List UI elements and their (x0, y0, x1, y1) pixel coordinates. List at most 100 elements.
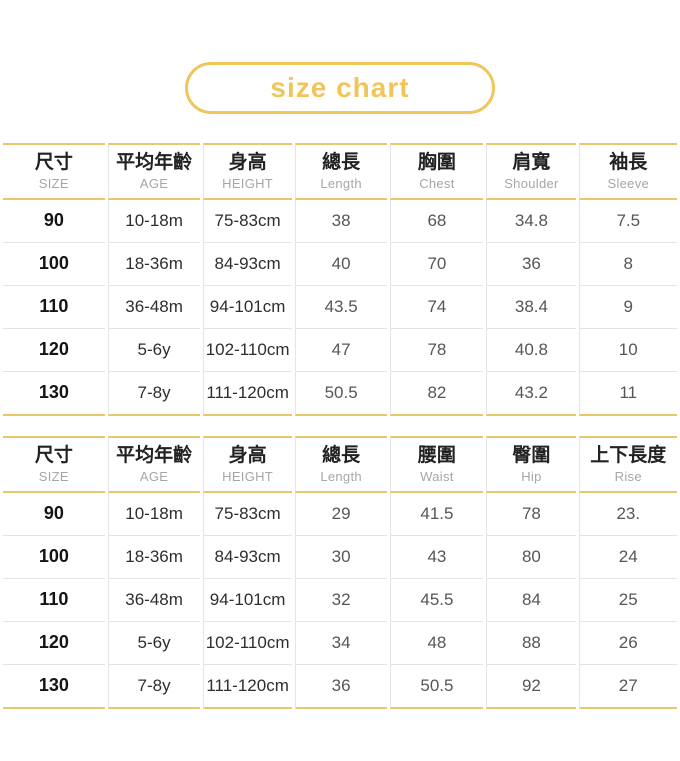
column-header-en: Rise (614, 468, 642, 484)
table-cell-height: 111-120cm (202, 371, 292, 416)
table-row-size-100: 100 18-36m 84-93cm 30 43 80 24 (3, 535, 677, 579)
column-header-zh: 袖長 (609, 152, 648, 173)
table-cell-chest: 70 (389, 242, 484, 286)
column-header-en: Shoulder (504, 175, 559, 191)
table-cell-shoulder: 38.4 (486, 285, 576, 329)
table-row-size-120: 120 5-6y 102-110cm 34 48 88 26 (3, 621, 677, 665)
table-cell-sleeve: 8 (578, 242, 677, 286)
table-cell-rise: 25 (578, 578, 677, 622)
table-cell-size: 110 (3, 579, 105, 622)
column-header-rise: 上下長度 Rise (578, 435, 677, 493)
page-title: size chart (270, 72, 410, 103)
size-chart-title-badge: size chart (185, 62, 495, 114)
column-header-length: 總長 Length (294, 143, 387, 200)
table-cell-height: 102-110cm (202, 621, 292, 665)
table-row-size-90: 90 10-18m 75-83cm 29 41.5 78 23. (3, 492, 677, 536)
table-cell-age: 10-18m (107, 492, 200, 536)
column-header-size: 尺寸 SIZE (3, 143, 105, 200)
table-cell-sleeve: 9 (578, 285, 677, 329)
table-cell-height: 102-110cm (202, 328, 292, 372)
table-row-size-130: 130 7-8y 111-120cm 50.5 82 43.2 11 (3, 371, 677, 416)
column-header-en: AGE (139, 468, 169, 484)
table-cell-rise: 26 (578, 621, 677, 665)
table-cell-length: 38 (294, 199, 387, 243)
table-cell-age: 18-36m (107, 242, 200, 286)
table-cell-size: 100 (3, 243, 105, 286)
column-header-length: 總長 Length (294, 435, 387, 493)
table-row-size-120: 120 5-6y 102-110cm 47 78 40.8 10 (3, 328, 677, 372)
column-header-waist: 腰圍 Waist (389, 435, 484, 493)
table-cell-height: 75-83cm (202, 492, 292, 536)
column-header-size: 尺寸 SIZE (3, 435, 105, 493)
column-header-en: Sleeve (607, 175, 650, 191)
table-cell-sleeve: 10 (578, 328, 677, 372)
table-cell-height: 111-120cm (202, 664, 292, 709)
table-cell-length: 32 (294, 578, 387, 622)
column-header-en: Length (320, 468, 362, 484)
table-cell-size: 120 (3, 329, 105, 372)
table-cell-length: 47 (294, 328, 387, 372)
table-row-size-100: 100 18-36m 84-93cm 40 70 36 8 (3, 242, 677, 286)
table-cell-height: 75-83cm (202, 199, 292, 243)
table-row-size-130: 130 7-8y 111-120cm 36 50.5 92 27 (3, 664, 677, 709)
column-header-zh: 臀圍 (512, 444, 551, 466)
column-header-zh: 胸圍 (417, 152, 456, 173)
table-cell-hip: 92 (486, 664, 576, 709)
table-cell-rise: 27 (578, 664, 677, 709)
column-header-en: HEIGHT (222, 175, 274, 191)
table-cell-waist: 43 (389, 535, 484, 579)
column-header-zh: 身高 (228, 152, 267, 173)
table-cell-length: 43.5 (294, 285, 387, 329)
table-cell-waist: 50.5 (389, 664, 484, 709)
column-header-en: Chest (419, 175, 455, 191)
table-cell-age: 7-8y (107, 664, 200, 709)
column-header-en: Waist (420, 468, 454, 484)
column-header-zh: 尺寸 (34, 444, 73, 466)
table-cell-age: 7-8y (107, 371, 200, 416)
table-cell-chest: 68 (389, 199, 484, 243)
table-cell-chest: 74 (389, 285, 484, 329)
table-cell-hip: 80 (486, 535, 576, 579)
table-cell-chest: 78 (389, 328, 484, 372)
table-cell-hip: 84 (486, 578, 576, 622)
column-header-zh: 平均年齡 (116, 152, 193, 173)
table-row-size-110: 110 36-48m 94-101cm 32 45.5 84 25 (3, 578, 677, 622)
tops-size-table: 尺寸 SIZE 平均年齡 AGE 身高 HEIGHT 總長 Length (0, 143, 680, 416)
column-header-height: 身高 HEIGHT (202, 435, 292, 493)
table-cell-age: 5-6y (107, 621, 200, 665)
column-header-en: SIZE (38, 468, 69, 484)
table-cell-height: 84-93cm (202, 535, 292, 579)
table-cell-size: 130 (3, 665, 105, 709)
table-cell-length: 50.5 (294, 371, 387, 416)
table-cell-age: 36-48m (107, 578, 200, 622)
column-header-shoulder: 肩寬 Shoulder (486, 143, 576, 200)
table-cell-height: 94-101cm (202, 578, 292, 622)
column-header-zh: 平均年齡 (116, 444, 193, 466)
column-header-en: Hip (521, 468, 542, 484)
table-row-size-90: 90 10-18m 75-83cm 38 68 34.8 7.5 (3, 199, 677, 243)
column-header-height: 身高 HEIGHT (202, 143, 292, 200)
table-cell-height: 94-101cm (202, 285, 292, 329)
column-header-en: HEIGHT (222, 468, 274, 484)
table-cell-height: 84-93cm (202, 242, 292, 286)
column-header-en: AGE (139, 175, 169, 191)
table-cell-size: 90 (3, 200, 105, 243)
header-row: 尺寸 SIZE 平均年齡 AGE 身高 HEIGHT 總長 Length (3, 435, 677, 493)
column-header-zh: 肩寬 (512, 152, 551, 173)
column-header-en: SIZE (38, 175, 69, 191)
header-row: 尺寸 SIZE 平均年齡 AGE 身高 HEIGHT 總長 Length (3, 143, 677, 200)
table-cell-size: 120 (3, 622, 105, 665)
table-cell-age: 5-6y (107, 328, 200, 372)
table-cell-shoulder: 43.2 (486, 371, 576, 416)
table-cell-age: 36-48m (107, 285, 200, 329)
column-header-zh: 總長 (322, 444, 361, 466)
table-cell-waist: 48 (389, 621, 484, 665)
table-cell-sleeve: 11 (578, 371, 677, 416)
table-cell-size: 100 (3, 536, 105, 579)
column-header-en: Length (320, 175, 362, 191)
table-cell-shoulder: 34.8 (486, 199, 576, 243)
table-cell-hip: 88 (486, 621, 576, 665)
table-cell-sleeve: 7.5 (578, 199, 677, 243)
table-cell-waist: 45.5 (389, 578, 484, 622)
table-cell-size: 110 (3, 286, 105, 329)
